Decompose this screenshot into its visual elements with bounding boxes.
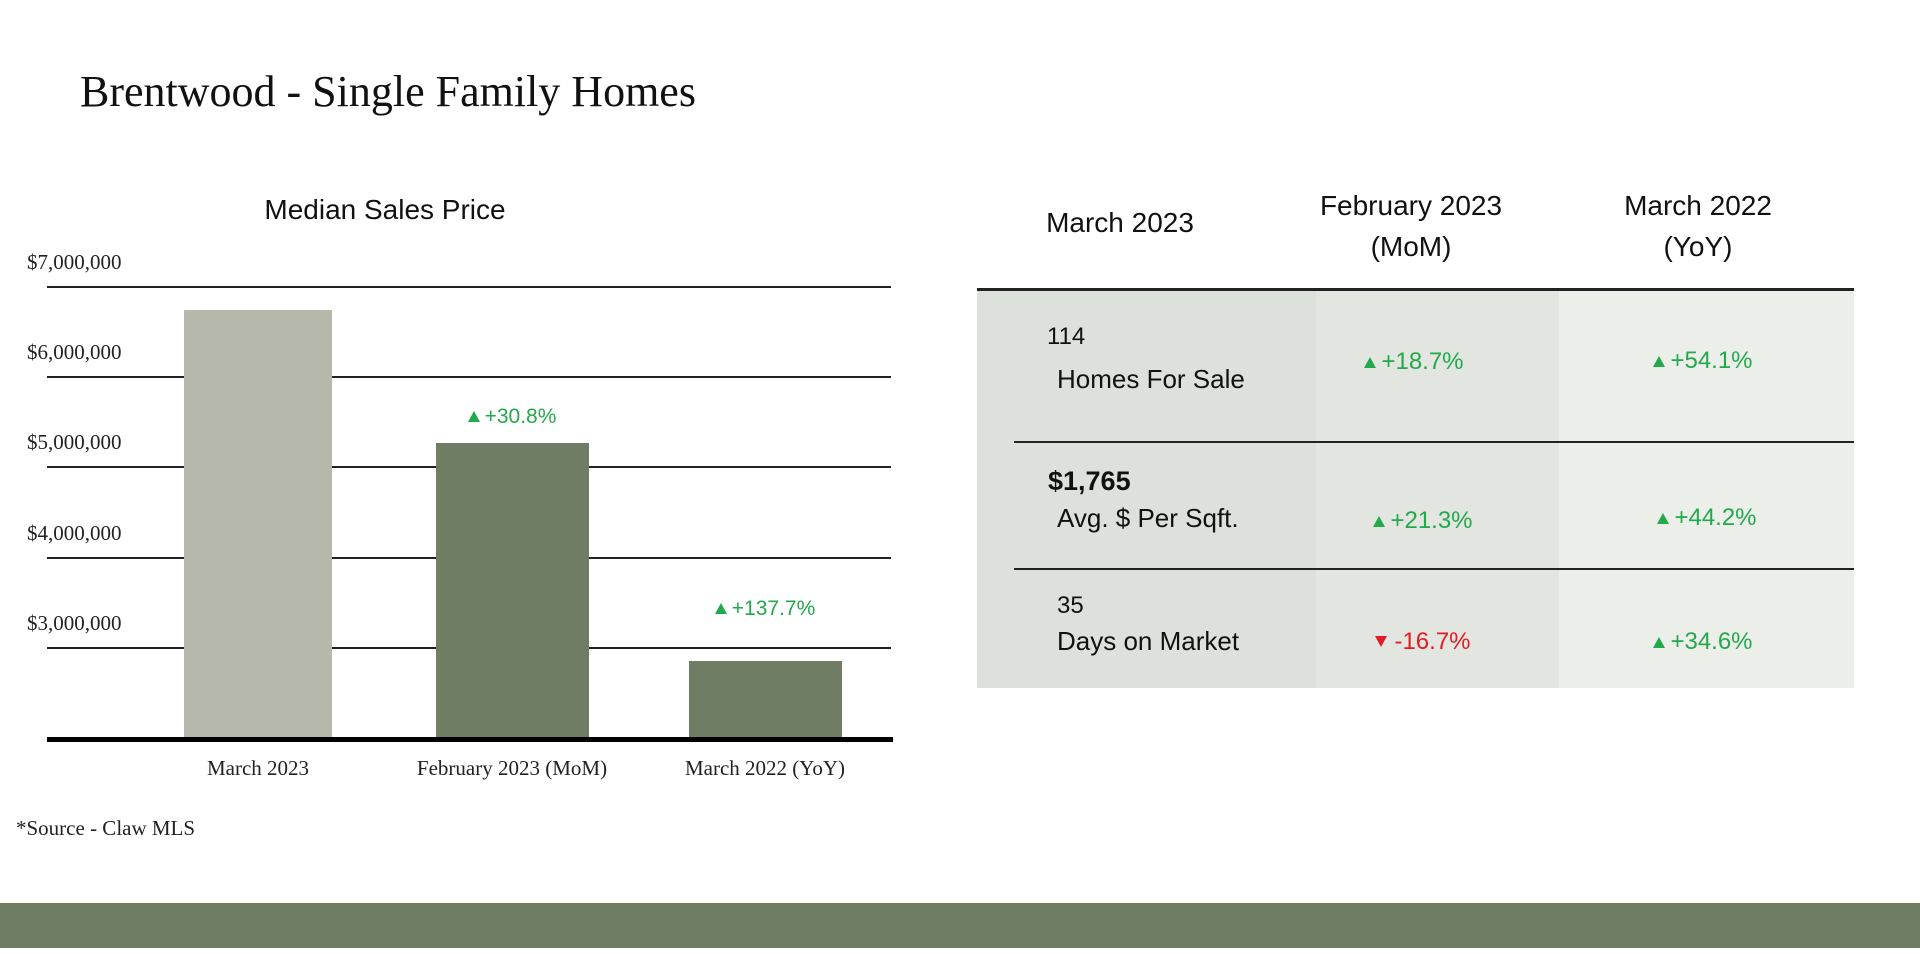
x-tick-label: March 2023 — [206, 756, 310, 780]
triangle-up-icon — [1653, 356, 1666, 367]
yoy-value: +54.1% — [1670, 347, 1753, 374]
metric-label: Days on Market — [1057, 626, 1240, 656]
triangle-up-icon — [1373, 516, 1386, 527]
triangle-up-icon — [467, 411, 480, 423]
triangle-up-icon — [1364, 357, 1377, 368]
column-bg-yoy — [1559, 289, 1854, 688]
metric-label: Avg. $ Per Sqft. — [1057, 503, 1239, 533]
mom-change: -16.7% — [1303, 628, 1543, 656]
bar-compare — [688, 661, 842, 738]
mom-change: +18.7% — [1294, 348, 1534, 376]
header-label: March 2023 — [1046, 207, 1194, 238]
triangle-up-icon — [714, 603, 727, 615]
chart-title: Median Sales Price — [264, 194, 506, 225]
column-bg-mom — [1316, 289, 1559, 688]
gridline — [47, 286, 891, 288]
yoy-value: +44.2% — [1674, 504, 1757, 531]
mom-value: -16.7% — [1394, 628, 1471, 655]
annotation-value: +137.7% — [731, 597, 816, 621]
x-tick-label: February 2023 (MoM) — [416, 756, 608, 780]
row-divider — [1014, 441, 1854, 443]
column-bg-current — [977, 289, 1316, 688]
metric-value: $1,765 — [1048, 466, 1131, 496]
header-sublabel: (YoY) — [1663, 230, 1733, 262]
metric-value: 114 — [1047, 323, 1086, 350]
yoy-change: +44.2% — [1587, 504, 1827, 532]
metric-label: Homes For Sale — [1057, 364, 1245, 394]
x-tick-label: March 2022 (YoY) — [684, 756, 846, 780]
footer-band — [0, 903, 1920, 948]
yoy-change: +54.1% — [1583, 347, 1823, 375]
mom-value: +18.7% — [1381, 348, 1464, 375]
header-march-2022: March 2022 (YoY) — [1568, 186, 1828, 267]
header-label: February 2023 — [1319, 190, 1503, 221]
source-note: *Source - Claw MLS — [16, 816, 196, 840]
triangle-up-icon — [1657, 513, 1670, 524]
y-tick-label: $3,000,000 — [27, 610, 122, 635]
yoy-change: +34.6% — [1583, 628, 1823, 656]
mom-value: +21.3% — [1390, 507, 1473, 534]
triangle-up-icon — [1653, 637, 1666, 648]
mom-change: +21.3% — [1303, 507, 1543, 535]
bar-current — [184, 309, 332, 738]
y-tick-label: $7,000,000 — [27, 250, 122, 274]
bar-compare — [435, 443, 589, 738]
header-divider — [977, 288, 1854, 291]
header-sublabel: (MoM) — [1370, 230, 1452, 262]
y-tick-label: $4,000,000 — [27, 520, 122, 545]
annotation-value: +30.8% — [484, 405, 557, 429]
median-sales-price-chart: Median Sales Price $7,000,000 $6,000,000 $… — [0, 180, 940, 820]
bar-annotation: +137.7% — [665, 597, 865, 621]
gridline — [47, 376, 891, 379]
x-axis-baseline — [47, 737, 893, 742]
header-march-2023: March 2023 — [1010, 203, 1230, 244]
header-february-2023: February 2023 (MoM) — [1281, 186, 1541, 267]
page-title: Brentwood - Single Family Homes — [80, 67, 696, 116]
yoy-value: +34.6% — [1670, 628, 1753, 655]
row-divider — [1014, 568, 1854, 570]
header-label: March 2022 — [1624, 190, 1772, 221]
metric-value: 35 — [1057, 592, 1084, 619]
y-tick-label: $6,000,000 — [27, 340, 122, 365]
y-tick-label: $5,000,000 — [27, 430, 122, 455]
triangle-down-icon — [1375, 636, 1388, 647]
bar-annotation: +30.8% — [412, 405, 612, 429]
